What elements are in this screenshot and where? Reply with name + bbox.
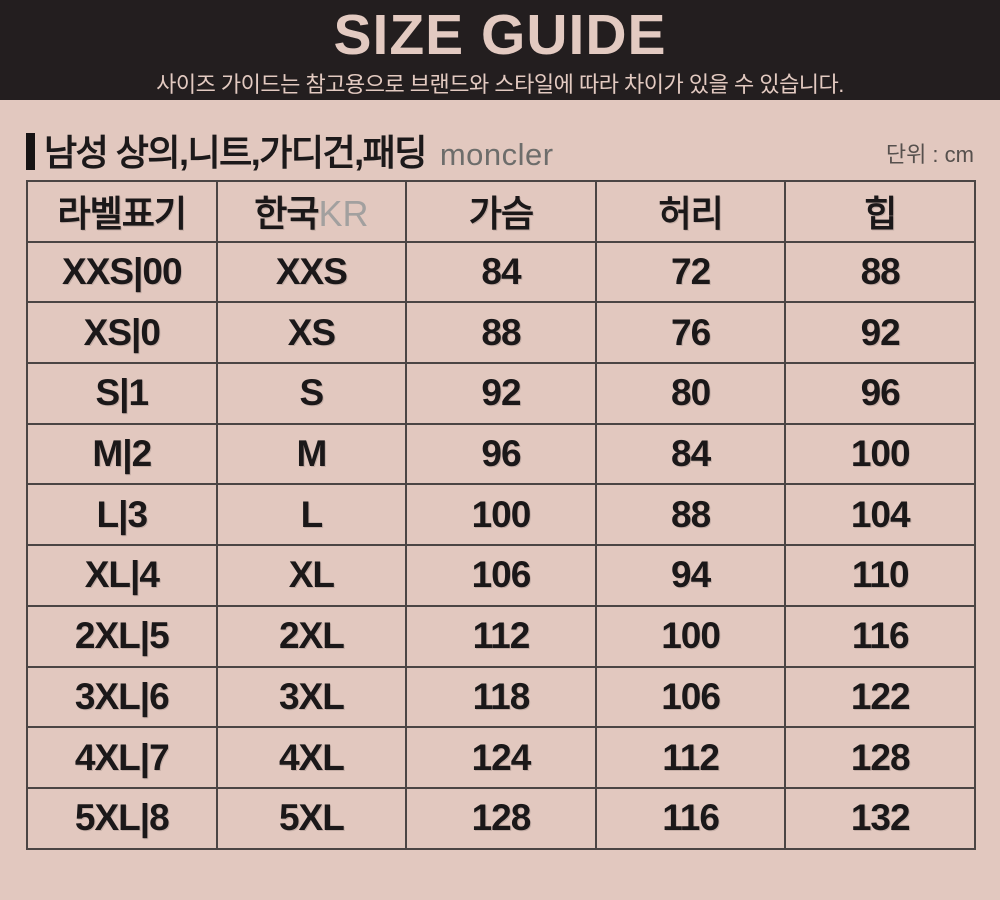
korea-label: 한국 <box>254 193 319 235</box>
hip-cell: 96 <box>784 362 976 425</box>
kr-size-cell: S <box>215 362 408 425</box>
chest-cell: 124 <box>405 726 597 789</box>
table-row: 2XL|5 2XL 112 100 116 <box>26 604 976 668</box>
waist-cell: 106 <box>594 665 787 729</box>
waist-cell: 112 <box>594 726 787 789</box>
column-header-waist: 허리 <box>594 180 787 243</box>
table-row: 5XL|8 5XL 128 116 132 <box>26 786 976 850</box>
page-title: SIZE GUIDE <box>333 3 667 67</box>
label-cell: XL|4 <box>26 544 218 607</box>
size-guide-banner: SIZE GUIDE 사이즈 가이드는 참고용으로 브랜드와 스타일에 따라 차… <box>0 0 1000 100</box>
label-cell: 2XL|5 <box>26 604 218 668</box>
size-table-body: XXS|00 XXS 84 72 88 XS|0 XS 88 76 92 S|1 S 92 80 96 … <box>26 240 976 850</box>
chest-cell: 106 <box>405 544 597 607</box>
hip-cell: 116 <box>784 604 976 668</box>
table-header-row: 라벨표기 한국KR 가슴 허리 힙 <box>26 180 976 243</box>
label-cell: S|1 <box>26 362 218 425</box>
label-cell: M|2 <box>26 422 218 486</box>
column-header-label: 라벨표기 <box>26 180 218 243</box>
hip-cell: 128 <box>784 726 976 789</box>
chest-cell: 92 <box>405 362 597 425</box>
page-subtitle: 사이즈 가이드는 참고용으로 브랜드와 스타일에 따라 차이가 있을 수 있습니… <box>156 72 844 97</box>
size-table: 라벨표기 한국KR 가슴 허리 힙 XXS|00 XXS 84 72 88 XS|0 XS… <box>26 180 976 850</box>
hip-cell: 104 <box>784 483 976 547</box>
table-row: XXS|00 XXS 84 72 88 <box>26 240 976 304</box>
hip-cell: 122 <box>784 665 976 729</box>
kr-size-cell: M <box>215 422 408 486</box>
kr-suffix-label: KR <box>318 193 369 235</box>
label-cell: XXS|00 <box>26 240 218 304</box>
kr-size-cell: 5XL <box>215 786 408 850</box>
kr-size-cell: XL <box>215 544 408 607</box>
chest-cell: 100 <box>405 483 597 547</box>
column-header-hip: 힙 <box>784 180 976 243</box>
waist-cell: 80 <box>594 362 787 425</box>
label-cell: 5XL|8 <box>26 786 218 850</box>
hip-cell: 110 <box>784 544 976 607</box>
label-cell: 4XL|7 <box>26 726 218 789</box>
column-header-korea: 한국KR <box>215 180 408 243</box>
table-row: 3XL|6 3XL 118 106 122 <box>26 665 976 729</box>
kr-size-cell: XXS <box>215 240 408 304</box>
chest-cell: 84 <box>405 240 597 304</box>
chest-cell: 128 <box>405 786 597 850</box>
kr-size-cell: 4XL <box>215 726 408 789</box>
waist-cell: 100 <box>594 604 787 668</box>
table-row: XS|0 XS 88 76 92 <box>26 301 976 365</box>
chest-cell: 96 <box>405 422 597 486</box>
table-row: L|3 L 100 88 104 <box>26 483 976 547</box>
table-row: M|2 M 96 84 100 <box>26 422 976 486</box>
waist-cell: 72 <box>594 240 787 304</box>
kr-size-cell: 2XL <box>215 604 408 668</box>
table-row: 4XL|7 4XL 124 112 128 <box>26 726 976 789</box>
column-header-chest: 가슴 <box>405 180 597 243</box>
unit-label: 단위 : cm <box>885 142 974 167</box>
label-cell: L|3 <box>26 483 218 547</box>
waist-cell: 94 <box>594 544 787 607</box>
table-row: XL|4 XL 106 94 110 <box>26 544 976 607</box>
chest-cell: 118 <box>405 665 597 729</box>
kr-size-cell: 3XL <box>215 665 408 729</box>
section-accent-bar <box>26 133 35 170</box>
kr-size-cell: L <box>215 483 408 547</box>
waist-cell: 116 <box>594 786 787 850</box>
chest-cell: 88 <box>405 301 597 365</box>
label-cell: XS|0 <box>26 301 218 365</box>
section-header: 남성 상의,니트,가디건,패딩 moncler 단위 : cm <box>0 100 1000 172</box>
waist-cell: 76 <box>594 301 787 365</box>
hip-cell: 132 <box>784 786 976 850</box>
waist-cell: 88 <box>594 483 787 547</box>
brand-label: moncler <box>439 136 554 172</box>
kr-size-cell: XS <box>215 301 408 365</box>
label-cell: 3XL|6 <box>26 665 218 729</box>
hip-cell: 92 <box>784 301 976 365</box>
hip-cell: 88 <box>784 240 976 304</box>
section-title: 남성 상의,니트,가디건,패딩 <box>44 132 427 174</box>
waist-cell: 84 <box>594 422 787 486</box>
hip-cell: 100 <box>784 422 976 486</box>
chest-cell: 112 <box>405 604 597 668</box>
table-row: S|1 S 92 80 96 <box>26 362 976 425</box>
